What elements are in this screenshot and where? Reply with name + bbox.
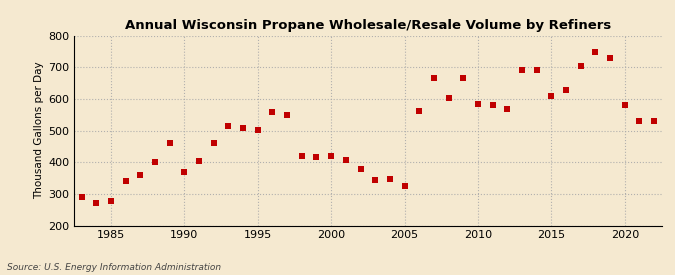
Point [458,76,468,81]
Point [179,170,190,175]
Point [91,201,102,205]
Point [209,141,219,145]
Text: Source: U.S. Energy Information Administration: Source: U.S. Energy Information Administ… [7,263,221,272]
Point [531,68,542,72]
Point [311,155,322,160]
Y-axis label: Thousand Gallons per Day: Thousand Gallons per Day [34,62,44,199]
Point [252,128,263,132]
Point [164,141,175,145]
Point [355,167,366,171]
Point [135,173,146,177]
Point [502,107,513,112]
Point [546,94,557,98]
Point [429,76,439,80]
Point [296,154,307,158]
Point [472,101,483,106]
Point [76,195,87,199]
Point [267,110,278,114]
Point [605,56,616,60]
Point [326,154,337,158]
Point [443,96,454,100]
Point [223,124,234,128]
Point [516,67,527,72]
Point [414,109,425,113]
Point [150,160,161,164]
Point [620,103,630,108]
Point [120,179,131,183]
Point [385,177,396,181]
Point [649,119,659,123]
Point [370,177,381,182]
Title: Annual Wisconsin Propane Wholesale/Resale Volume by Refiners: Annual Wisconsin Propane Wholesale/Resal… [125,19,611,32]
Point [194,159,205,163]
Point [634,119,645,123]
Point [340,158,351,162]
Point [487,103,498,107]
Point [105,199,116,203]
Point [590,49,601,54]
Point [399,184,410,188]
Point [575,64,586,68]
Point [281,113,292,118]
Point [238,126,248,131]
Point [561,87,572,92]
